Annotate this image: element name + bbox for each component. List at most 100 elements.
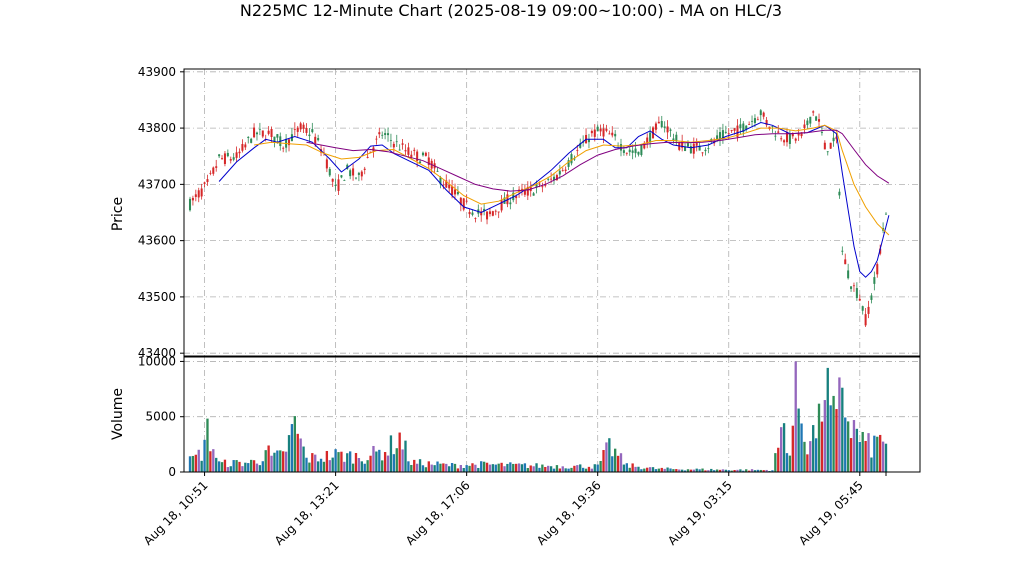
candle-body xyxy=(552,176,556,181)
candle-body xyxy=(745,125,748,130)
volume-bar xyxy=(646,467,649,472)
candle xyxy=(587,133,590,149)
volume-bar xyxy=(404,440,407,472)
candle-body xyxy=(864,314,867,326)
volume-bar xyxy=(660,467,663,472)
candle-body xyxy=(212,167,215,174)
candle xyxy=(756,116,759,121)
candle xyxy=(354,177,358,180)
candle-body xyxy=(311,129,314,133)
volume-bar xyxy=(570,467,573,472)
volume-bar xyxy=(410,464,413,472)
candle-body xyxy=(389,140,392,142)
candle-body xyxy=(421,152,424,156)
volume-bar xyxy=(701,468,704,472)
candle xyxy=(480,207,483,222)
candle-body xyxy=(343,180,346,181)
volume-bar xyxy=(439,463,442,472)
volume-bar xyxy=(226,467,230,472)
volume-bar xyxy=(386,455,390,472)
candle xyxy=(471,209,474,217)
candle-body xyxy=(270,128,273,137)
volume-bar xyxy=(238,461,241,472)
candle-body xyxy=(689,146,692,154)
volume-bar xyxy=(555,465,559,472)
volume-bar xyxy=(535,463,538,472)
candle-body xyxy=(287,139,291,146)
ma-line xyxy=(306,129,890,192)
candle-body xyxy=(879,248,882,254)
volume-bar xyxy=(311,453,314,472)
candle-body xyxy=(451,186,454,195)
candle-body xyxy=(547,178,550,180)
candle-body xyxy=(241,144,244,151)
volume-bar xyxy=(849,438,853,472)
candle-body xyxy=(538,182,541,184)
candle-body xyxy=(387,133,390,136)
candle-body xyxy=(672,138,675,141)
candle xyxy=(258,122,261,136)
candle-body xyxy=(873,277,876,284)
volume-bar xyxy=(858,441,861,472)
candle xyxy=(643,141,646,150)
volume-bar xyxy=(675,469,678,472)
candle-body xyxy=(267,130,270,134)
candle xyxy=(541,182,544,193)
candle-body xyxy=(456,191,459,195)
candle-body xyxy=(640,144,643,156)
candle-body xyxy=(800,132,803,137)
candle xyxy=(523,184,526,197)
volume-bar xyxy=(314,454,317,472)
volume-bar xyxy=(599,460,602,472)
candle xyxy=(442,180,445,190)
candle-body xyxy=(812,111,815,113)
candle-body xyxy=(191,197,194,201)
candle xyxy=(818,113,821,128)
volume-bar xyxy=(611,456,614,472)
volume-bar xyxy=(209,451,212,472)
candle-body xyxy=(777,131,780,133)
volume-bar xyxy=(727,470,730,472)
candle-body xyxy=(593,129,596,137)
candle-body xyxy=(832,137,835,142)
candle-body xyxy=(238,151,241,154)
volume-bar xyxy=(497,463,500,472)
volume-bar xyxy=(829,405,832,472)
volume-bar xyxy=(299,438,302,472)
candle xyxy=(282,146,285,153)
candle xyxy=(218,153,221,159)
volume-bar xyxy=(823,400,827,472)
volume-bar xyxy=(360,461,363,472)
candle-body xyxy=(692,143,695,154)
candle-body xyxy=(762,112,765,117)
candle-body xyxy=(850,286,853,289)
volume-bar xyxy=(305,457,308,472)
volume-bar xyxy=(753,470,757,472)
candle xyxy=(669,128,672,137)
volume-axis-label: Volume xyxy=(110,388,126,440)
candle-body xyxy=(465,200,468,202)
candle-body xyxy=(654,123,657,130)
volume-bar xyxy=(654,469,658,472)
candle-body xyxy=(442,184,445,186)
candle xyxy=(704,147,707,156)
candle-body xyxy=(325,159,328,169)
volume-bar xyxy=(261,461,264,472)
volume-bar xyxy=(846,421,850,472)
volume-bar xyxy=(433,465,436,472)
volume-bar xyxy=(319,458,323,472)
candle-body xyxy=(218,154,221,157)
candle xyxy=(343,179,346,181)
candle-body xyxy=(771,126,774,127)
candle xyxy=(867,300,870,319)
volume-bar xyxy=(223,459,227,472)
candle-body xyxy=(701,152,704,154)
candle xyxy=(654,121,657,134)
candle xyxy=(663,121,666,133)
volume-bars xyxy=(188,361,888,472)
candle xyxy=(206,174,209,186)
volume-bar xyxy=(619,453,623,472)
candle xyxy=(235,146,238,163)
volume-bar xyxy=(809,441,812,472)
candle xyxy=(474,217,477,223)
